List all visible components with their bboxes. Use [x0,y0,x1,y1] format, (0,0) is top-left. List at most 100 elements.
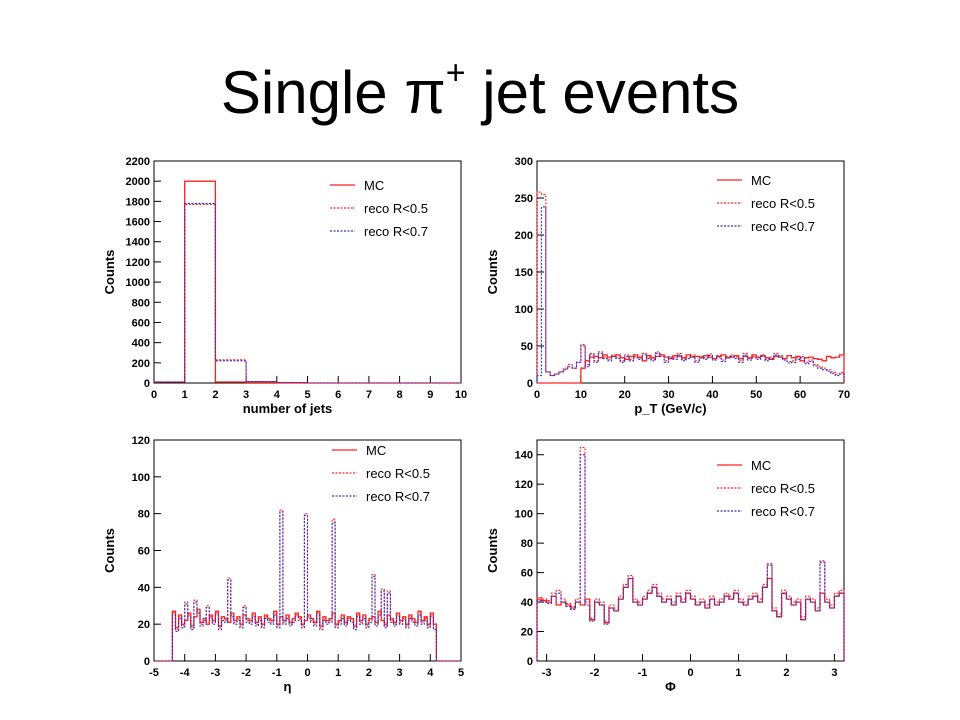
x-tick-label: -5 [149,667,159,679]
x-tick-label: 1 [735,667,741,679]
y-tick-label: 200 [132,358,150,370]
y-tick-label: 1800 [126,196,150,208]
x-tick-label: 30 [662,389,674,401]
x-tick-label: 4 [427,667,434,679]
x-tick-label: -4 [180,667,191,679]
y-tick-label: 800 [132,297,150,309]
title-main: Single π [220,59,446,126]
x-axis-label: number of jets [243,401,333,416]
y-tick-label: 0 [527,378,533,390]
series-mc [537,354,845,384]
series-reco-r-0-5 [154,509,461,662]
x-tick-label: -1 [272,667,282,679]
x-tick-label: -2 [590,667,600,679]
y-tick-label: 120 [515,479,533,491]
y-tick-label: 40 [138,582,150,594]
legend-entry: MC [751,458,771,473]
title-superscript: + [445,54,466,92]
page-title: Single π+ jet events [0,54,960,127]
x-tick-label: 4 [274,389,281,401]
x-tick-label: 60 [794,389,806,401]
x-tick-label: 0 [687,667,693,679]
legend-entry: reco R<0.7 [751,219,815,234]
x-axis-label: η [284,679,292,694]
y-tick-label: 0 [144,378,150,390]
y-tick-label: 20 [138,619,150,631]
chart-phi: 0 20 40 60 80 100 120 140 -3 -2 -1 0 1 2 3 Counts Φ MC rec… [485,439,845,694]
legend-entry: reco R<0.7 [366,489,430,504]
x-tick-label: 70 [838,389,850,401]
x-tick-label: 0 [304,667,310,679]
x-tick-label: 0 [534,389,540,401]
x-tick-label: 8 [397,389,403,401]
series-reco-r-0-7 [154,511,461,662]
series-reco-r-0-5 [536,446,845,661]
y-tick-label: 60 [521,568,533,580]
legend-entry: reco R<0.5 [364,201,428,216]
legend-entry: reco R<0.5 [366,466,430,481]
legend-entry: reco R<0.7 [751,504,815,519]
x-tick-label: -3 [211,667,221,679]
x-axis-label: Φ [665,679,676,694]
plot-frame [536,439,845,662]
plot-frame [153,160,462,384]
x-tick-label: -2 [241,667,251,679]
x-tick-label: 7 [366,389,372,401]
x-tick-label: -1 [638,667,648,679]
y-tick-label: 60 [138,546,150,558]
plot-frame [536,160,845,384]
x-tick-label: 3 [831,667,837,679]
y-tick-label: 140 [515,450,533,462]
y-tick-label: 100 [515,509,533,521]
series-reco-r-0-5 [153,203,461,384]
y-tick-label: 250 [515,193,533,205]
legend-entry: reco R<0.5 [751,481,815,496]
x-tick-label: 0 [151,389,157,401]
x-tick-label: -3 [542,667,552,679]
y-axis-label: Counts [485,528,500,573]
y-tick-label: 400 [132,338,150,350]
legend-entry: reco R<0.7 [364,224,428,239]
series-reco-r-0-7 [536,454,845,661]
x-tick-label: 2 [212,389,218,401]
y-tick-label: 0 [527,656,533,668]
y-tick-label: 1200 [126,257,150,269]
y-tick-label: 2200 [126,156,150,168]
series-reco-r-0-5 [536,191,845,383]
y-axis-label: Counts [102,528,117,573]
x-tick-label: 2 [783,667,789,679]
x-tick-label: 10 [575,389,587,401]
y-tick-label: 80 [521,538,533,550]
y-tick-label: 2000 [126,176,150,188]
y-tick-label: 300 [515,156,533,168]
chart-number-of-jets: 0 200 400 600 800 1000 1200 1400 1600 1800 2000 220… [102,156,467,416]
y-tick-label: 150 [515,267,533,279]
legend-entry: MC [364,178,384,193]
series-reco-r-0-7 [153,202,461,384]
x-tick-label: 2 [366,667,372,679]
x-tick-label: 5 [304,389,310,401]
y-tick-label: 1600 [126,217,150,229]
y-tick-label: 0 [144,656,150,668]
legend-entry: MC [751,173,771,188]
legend-entry: MC [366,443,386,458]
y-tick-label: 600 [132,317,150,329]
y-tick-label: 200 [515,230,533,242]
x-tick-label: 5 [458,667,464,679]
y-axis-label: Counts [102,250,117,295]
title-suffix: jet events [465,59,740,126]
legend-entry: reco R<0.5 [751,196,815,211]
x-tick-label: 6 [335,389,341,401]
chart-eta: 0 20 40 60 80 100 120 -5 -4 -3 -2 -1 0 1 2 3 4 5 Counts η MC… [102,435,464,694]
y-tick-label: 120 [132,435,150,447]
x-tick-label: 40 [706,389,718,401]
x-tick-label: 50 [750,389,762,401]
chart-pt: 0 50 100 150 200 250 300 0 10 20 30 40 50 60 70 Counts p… [485,156,850,416]
x-tick-label: 3 [243,389,249,401]
y-tick-label: 100 [132,472,150,484]
y-tick-label: 80 [138,509,150,521]
y-tick-label: 1000 [126,277,150,289]
y-tick-label: 100 [515,304,533,316]
y-tick-label: 50 [521,341,533,353]
x-tick-label: 3 [397,667,403,679]
